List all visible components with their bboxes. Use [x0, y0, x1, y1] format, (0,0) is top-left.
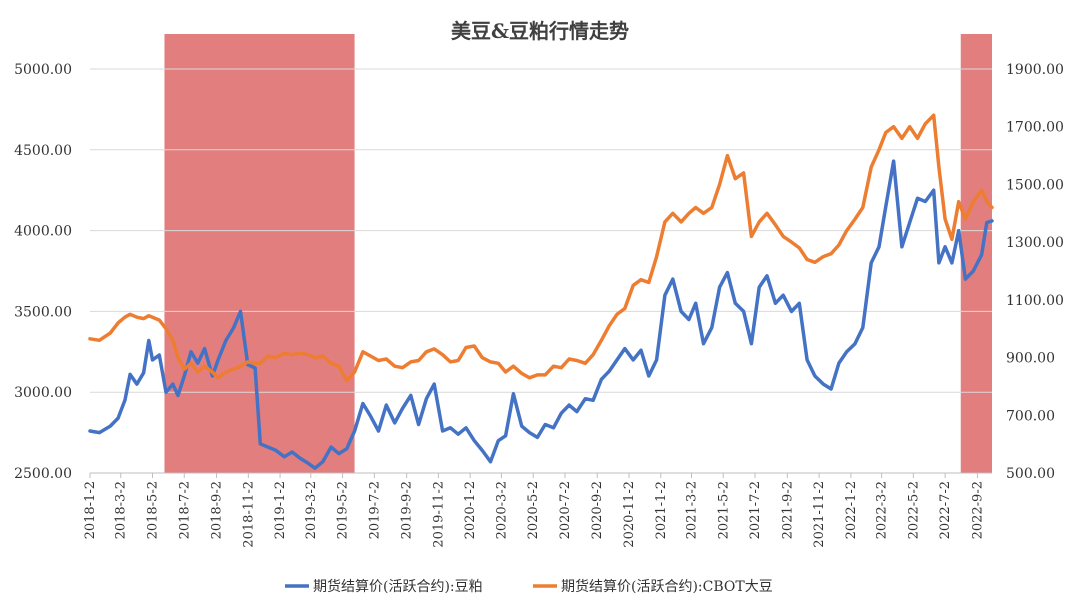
x-tick-label: 2021-5-2	[716, 481, 731, 539]
legend-label-1: 期货结算价(活跃合约):豆粕	[313, 578, 483, 595]
x-tick-label: 2020-5-2	[526, 481, 541, 539]
x-tick-label: 2019-9-2	[400, 481, 415, 539]
series-line-1	[88, 159, 994, 470]
x-tick-label: 2022-3-2	[875, 481, 890, 539]
y-left-tick-label: 3500.00	[14, 304, 72, 320]
y-right-tick-label: 1900.00	[1006, 62, 1064, 78]
shaded-periods	[164, 34, 992, 473]
x-tick-label: 2020-1-2	[463, 481, 478, 539]
series-line-2	[88, 113, 994, 383]
x-tick-label: 2018-3-2	[114, 481, 129, 539]
x-tick-label: 2022-7-2	[938, 481, 953, 539]
y-right-tick-label: 900.00	[1006, 351, 1055, 367]
x-tick-label: 2020-3-2	[494, 481, 509, 539]
y-right-tick-label: 700.00	[1006, 408, 1055, 424]
x-tick-label: 2019-5-2	[336, 481, 351, 539]
chart-title: 美豆&豆粕行情走势	[451, 19, 629, 43]
x-tick-label: 2018-5-2	[145, 481, 160, 539]
x-tick-label: 2021-1-2	[654, 481, 669, 539]
x-tick-label: 2021-9-2	[780, 481, 795, 539]
axes: 2500.00 3000.00 3500.00 4000.00 4500.00 5000.…	[14, 62, 1064, 548]
x-tick-label: 2018-7-2	[177, 481, 192, 539]
y-left-tick-label: 4000.00	[14, 224, 72, 240]
series-lines	[88, 113, 994, 470]
x-tick-label: 2021-11-2	[812, 481, 827, 548]
y-left-tick-label: 4500.00	[14, 143, 72, 159]
x-tick-label: 2021-3-2	[685, 481, 700, 539]
x-tick-label: 2019-11-2	[431, 481, 446, 548]
legend: 期货结算价(活跃合约):豆粕 期货结算价(活跃合约):CBOT大豆	[285, 578, 773, 595]
x-tick-label: 2018-9-2	[210, 481, 225, 539]
x-tick-label: 2021-7-2	[748, 481, 763, 539]
y-right-tick-label: 1500.00	[1006, 177, 1064, 193]
x-tick-label: 2018-1-2	[83, 481, 98, 539]
x-tick-label: 2018-11-2	[241, 481, 256, 548]
shaded-period-2	[960, 34, 992, 473]
x-tick-label: 2022-1-2	[844, 481, 859, 539]
shaded-period-1	[164, 34, 355, 473]
x-tick-label: 2019-1-2	[273, 481, 288, 539]
x-tick-label: 2019-3-2	[304, 481, 319, 539]
y-right-tick-label: 1300.00	[1006, 235, 1064, 251]
x-tick-label: 2019-7-2	[367, 481, 382, 539]
x-tick-label: 2020-11-2	[622, 481, 637, 548]
x-tick-label: 2020-9-2	[590, 481, 605, 539]
x-tick-label: 2022-5-2	[906, 481, 921, 539]
y-right-tick-label: 500.00	[1006, 466, 1055, 482]
legend-label-2: 期货结算价(活跃合约):CBOT大豆	[561, 578, 773, 595]
y-left-tick-label: 2500.00	[14, 466, 72, 482]
y-left-tick-label: 5000.00	[14, 62, 72, 78]
y-left-tick-label: 3000.00	[14, 385, 72, 401]
x-tick-label: 2020-7-2	[558, 481, 573, 539]
y-right-tick-label: 1700.00	[1006, 120, 1064, 136]
y-right-tick-label: 1100.00	[1006, 293, 1064, 309]
x-tick-label: 2022-9-2	[970, 481, 985, 539]
